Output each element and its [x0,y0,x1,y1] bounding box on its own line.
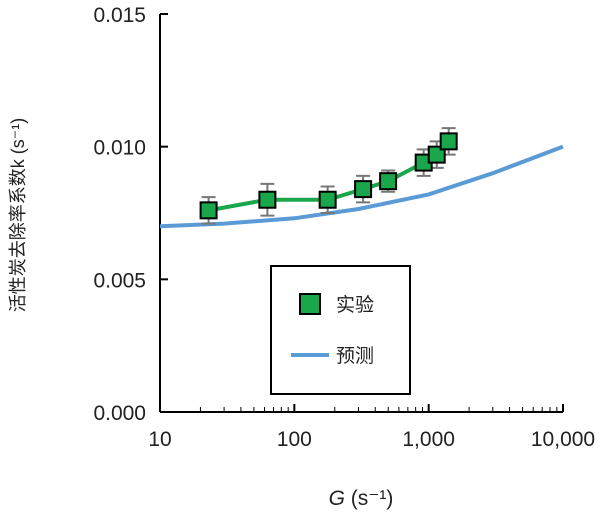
experiment-point [439,132,458,151]
legend-marker-experiment [299,293,321,315]
experiment-point [354,180,373,199]
y-tick-label: 0.010 [93,137,146,160]
x-tick-label: 10,000 [531,428,595,451]
y-axis-label: 活性炭去除率系数k (s⁻¹) [8,118,28,312]
experiment-point [427,145,446,164]
legend-label-experiment: 实验 [336,294,374,316]
x-axis-label: G (s⁻¹) [329,487,394,510]
experiment-point [318,190,337,209]
experiment-point [258,190,277,209]
y-tick-label: 0.005 [93,269,146,292]
legend-label-prediction: 预测 [336,345,374,367]
x-tick-label: 10 [148,428,171,451]
prediction-line [159,144,564,229]
experiment-point [379,172,398,191]
experiment-point [199,201,218,220]
x-tick-label: 100 [277,428,312,451]
legend: 实验 预测 [270,265,411,395]
x-tick-label: 1,000 [402,428,455,451]
y-tick-label: 0.015 [93,4,146,27]
y-tick-label: 0.000 [93,402,146,425]
